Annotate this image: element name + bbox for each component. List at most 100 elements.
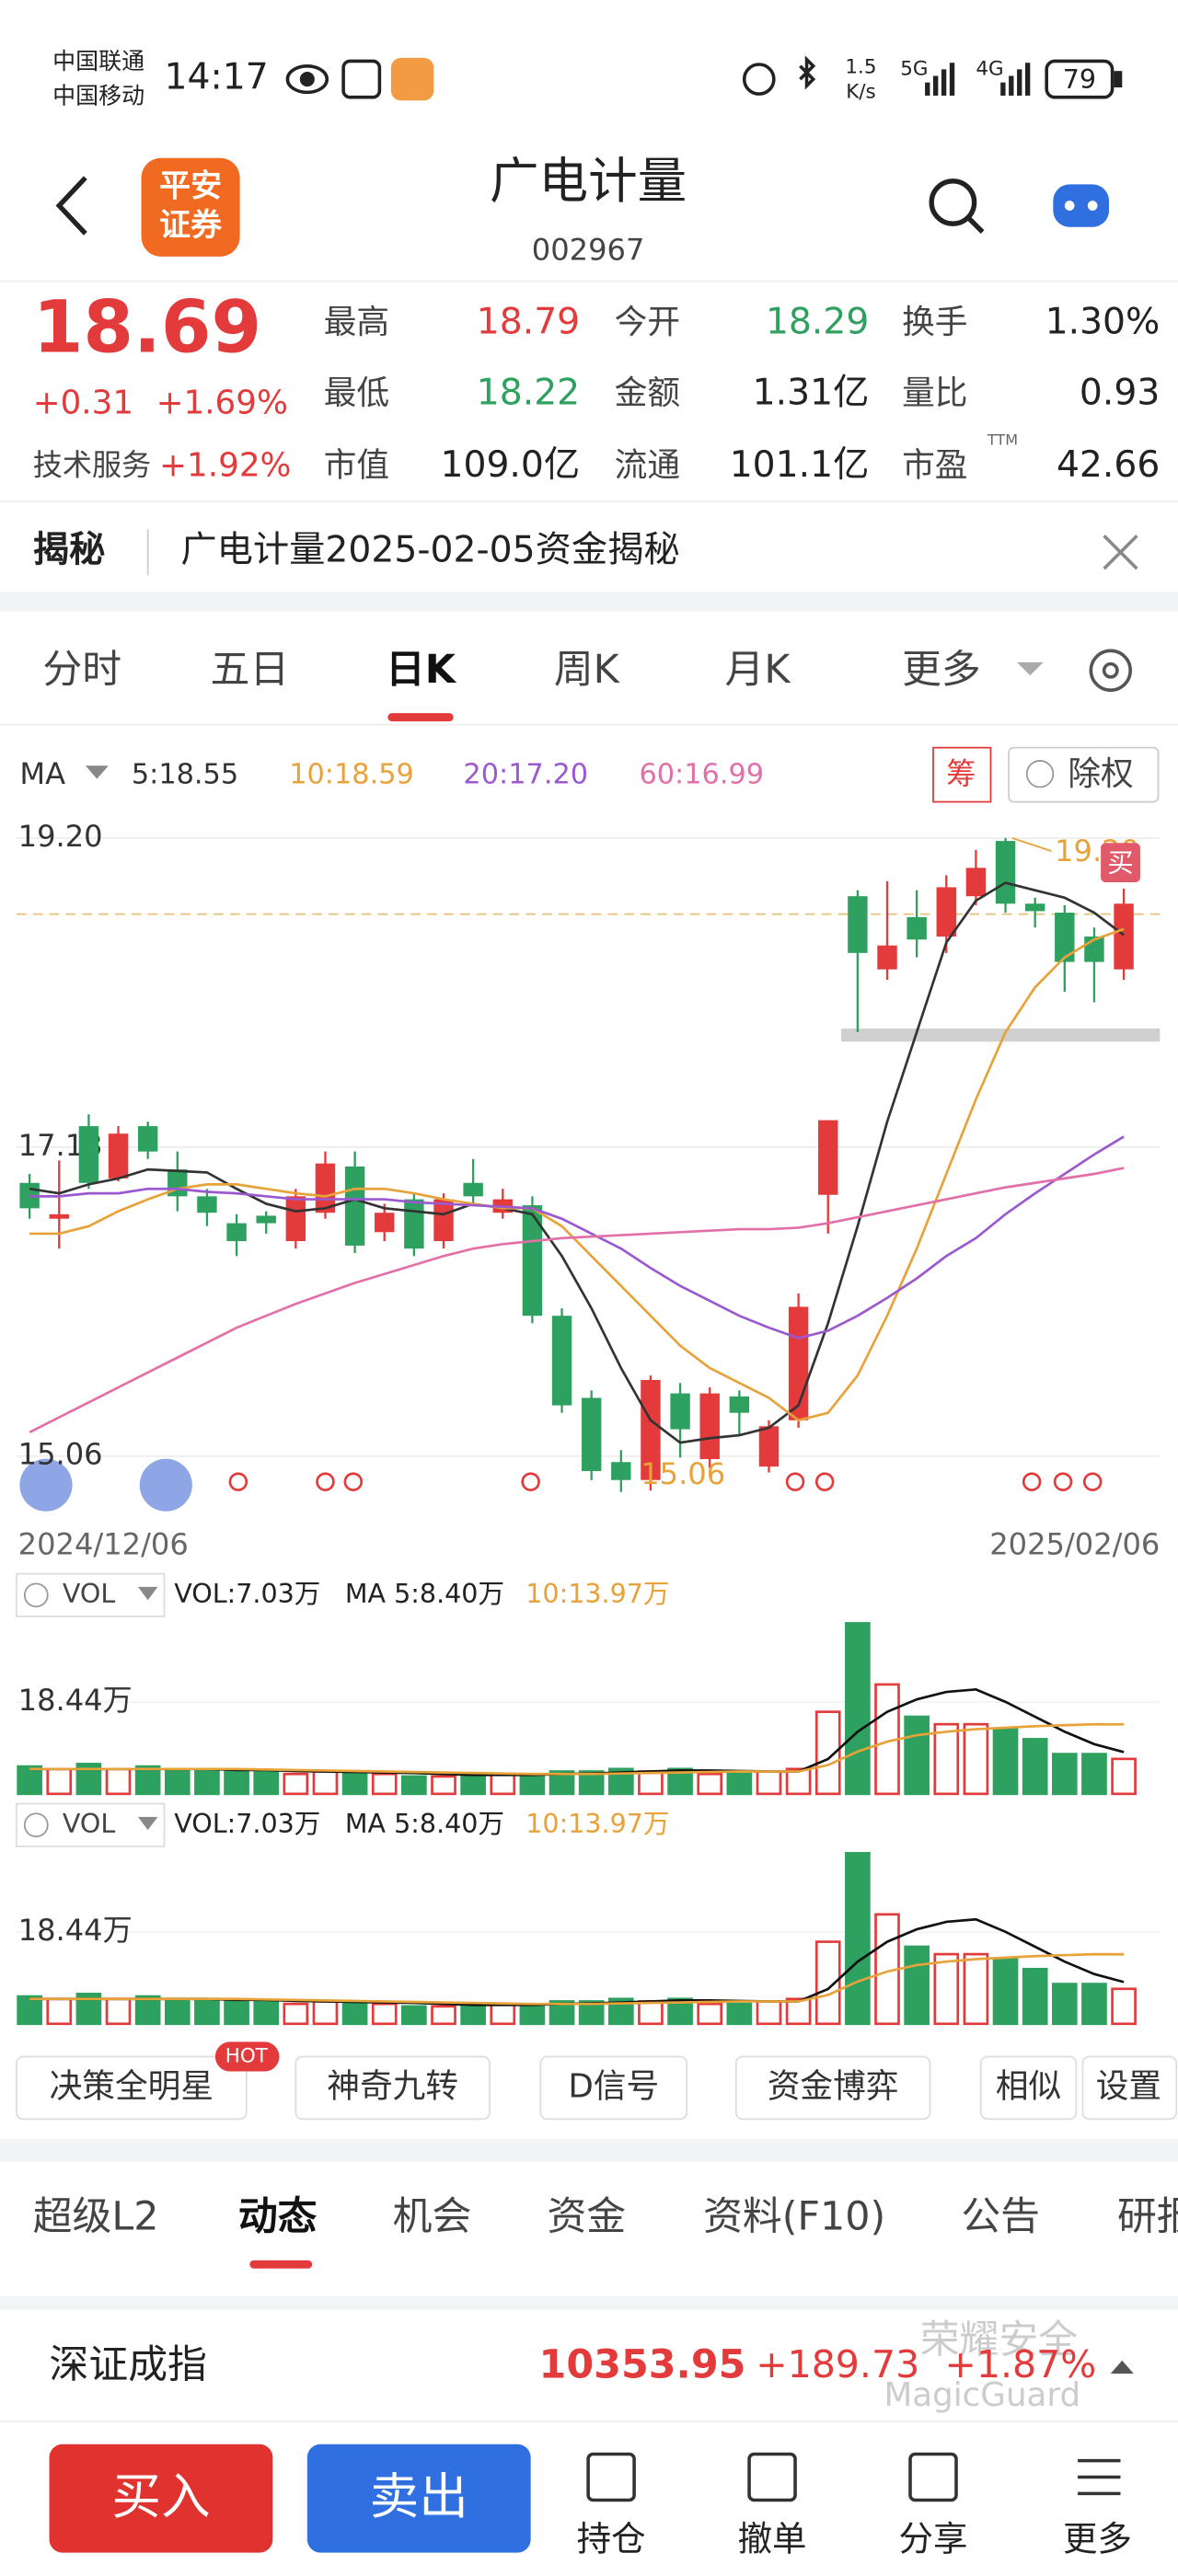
stat-label: 市盈 — [902, 446, 967, 484]
search-button[interactable] — [929, 178, 985, 234]
volume-bar — [756, 2000, 782, 2026]
vol-selector[interactable] — [15, 1572, 166, 1617]
fullscreen-button[interactable] — [139, 1458, 192, 1512]
close-button[interactable] — [1103, 535, 1138, 570]
indicator-label[interactable]: D信号 — [568, 2067, 659, 2105]
battery: 79 — [1063, 63, 1096, 95]
stock-name: 广电计量 — [490, 152, 687, 210]
candle-body — [137, 1126, 158, 1152]
content-tab[interactable]: 公告 — [961, 2194, 1040, 2240]
ma-line — [29, 1167, 1125, 1433]
info-icon — [1025, 760, 1055, 788]
candle-body — [818, 1120, 838, 1195]
candle-body — [877, 945, 897, 970]
nav-label[interactable]: 撤单 — [738, 2519, 807, 2559]
volume-bar — [726, 2002, 753, 2026]
content-tab[interactable]: 超级L2 — [33, 2194, 159, 2240]
volume-bar — [164, 1767, 191, 1796]
indicator-label[interactable]: 决策全明星 — [50, 2067, 214, 2105]
banner-text[interactable]: 广电计量2025-02-05资金揭秘 — [180, 530, 679, 571]
volume-bar — [933, 1722, 960, 1796]
vol-label: VOL — [63, 1578, 115, 1609]
ma-value: 20:17.20 — [463, 759, 588, 791]
x-tick-label: 2024/12/06 — [18, 1526, 189, 1561]
nav-label[interactable]: 持仓 — [577, 2519, 646, 2559]
settings-label[interactable]: 设置 — [1096, 2067, 1161, 2105]
settings-button[interactable] — [1089, 649, 1133, 692]
volume-bar — [312, 2000, 339, 2026]
volume-bar — [164, 1997, 191, 2026]
sell-button[interactable] — [306, 2444, 531, 2553]
app-icon — [390, 57, 434, 101]
net-speed-unit: K/s — [846, 80, 875, 103]
candle-body — [463, 1182, 483, 1197]
ma-line — [29, 1135, 1125, 1340]
chip-text[interactable]: 筹 — [946, 756, 976, 791]
assistant-icon[interactable] — [1053, 184, 1110, 227]
volume-bar — [253, 1770, 280, 1796]
period-tab[interactable]: 日K — [386, 647, 457, 693]
expand-button[interactable] — [19, 1458, 73, 1512]
period-tab[interactable]: 分时 — [42, 647, 121, 693]
candle-body — [285, 1196, 306, 1242]
volume-bar — [992, 1958, 1019, 2026]
content-tab[interactable]: 动态 — [238, 2194, 318, 2240]
chip-button[interactable] — [932, 746, 992, 803]
info-icon — [23, 1582, 49, 1608]
volume-bar — [341, 1770, 368, 1796]
period-tab[interactable]: 更多 — [902, 647, 981, 693]
stat-value: 1.31亿 — [753, 372, 870, 413]
candle-body — [670, 1393, 690, 1430]
buy-label[interactable]: 买入 — [111, 2467, 210, 2525]
vol-label: VOL — [63, 1808, 115, 1839]
dropdown — [85, 765, 109, 779]
ma-line — [29, 881, 1125, 1444]
nav-label[interactable]: 分享 — [899, 2519, 968, 2559]
stat-label: 量比 — [902, 374, 967, 412]
content-tab[interactable]: 资料(F10) — [703, 2194, 885, 2240]
back-button[interactable] — [55, 176, 87, 236]
buy-button[interactable] — [49, 2444, 273, 2553]
volume-bar — [1111, 1987, 1137, 2026]
sell-label[interactable]: 卖出 — [370, 2467, 468, 2525]
volume-bar — [1051, 1983, 1078, 2026]
indicator-label[interactable]: 资金博弈 — [768, 2067, 899, 2105]
stat-label: 最低 — [324, 374, 389, 412]
vol-legend: VOL:7.03万 — [174, 1578, 320, 1609]
volume-bar — [963, 1952, 989, 2026]
network-type: 5G — [900, 57, 928, 80]
volume-bar — [845, 1852, 871, 2026]
vol-selector[interactable] — [15, 1802, 166, 1847]
volume-bar — [283, 1772, 309, 1796]
ex-rights-text[interactable]: 除权 — [1068, 755, 1133, 793]
content-tab[interactable]: 研报 — [1117, 2194, 1178, 2240]
period-tab[interactable]: 周K — [554, 647, 620, 693]
expand-arrow — [1110, 2360, 1134, 2375]
candle-body — [197, 1196, 217, 1213]
y-tick-label: 18.44万 — [18, 1683, 133, 1718]
volume-bar — [1111, 1757, 1137, 1796]
ex-rights-button[interactable] — [1008, 746, 1160, 803]
volume-bar — [845, 1622, 871, 1796]
candle-body — [433, 1199, 454, 1242]
settings-button[interactable] — [1081, 2055, 1178, 2121]
period-tab[interactable]: 月K — [725, 647, 791, 693]
period-tab[interactable]: 五日 — [211, 647, 290, 693]
vol-ma-line — [29, 1952, 1125, 2006]
indicator-button[interactable] — [539, 2055, 688, 2121]
indicator-button[interactable] — [294, 2055, 491, 2121]
content-tab[interactable]: 机会 — [393, 2194, 472, 2240]
nav-label[interactable]: 更多 — [1063, 2519, 1132, 2559]
candle-body — [1024, 903, 1045, 912]
indicator-label[interactable]: 相似 — [996, 2067, 1061, 2105]
indicator-button[interactable] — [979, 2055, 1078, 2121]
indicator-button[interactable] — [15, 2055, 248, 2121]
y-tick-label: 19.20 — [18, 819, 103, 854]
change: +0.31 — [33, 385, 133, 422]
indicator-label[interactable]: 神奇九转 — [327, 2067, 458, 2105]
volume-bar — [46, 1997, 73, 2026]
carrier: 中国移动 — [52, 83, 144, 109]
content-tab[interactable]: 资金 — [547, 2194, 626, 2240]
indicator-button[interactable] — [734, 2055, 931, 2121]
gap — [0, 592, 1178, 612]
